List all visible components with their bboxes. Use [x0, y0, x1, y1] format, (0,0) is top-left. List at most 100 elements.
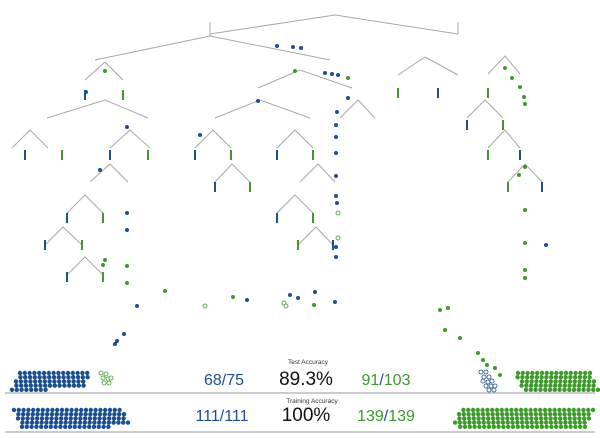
- test-right-misclassified-dot: [488, 383, 494, 389]
- sample-dot: [198, 133, 202, 137]
- test-right-correct-dot: [524, 379, 529, 384]
- test-right-correct-dot: [573, 375, 578, 380]
- test-left-correct-dot: [23, 375, 28, 380]
- test-right-correct-dot: [553, 379, 558, 384]
- training-left-dot: [112, 412, 117, 417]
- training-right-dot: [472, 420, 477, 425]
- training-right-dot: [571, 407, 576, 413]
- test-left-correct-dot: [37, 370, 42, 376]
- training-left-dot: [79, 407, 84, 413]
- test-right-correct-dot: [519, 379, 525, 384]
- training-left-correct: 111: [195, 408, 220, 425]
- tree-branch: [46, 99, 149, 119]
- training-left-fraction: 111/111: [195, 408, 249, 425]
- tree-branch: [11, 129, 49, 149]
- training-left-dot: [20, 420, 25, 425]
- sample-dot: [103, 69, 107, 73]
- training-left-dot: [35, 407, 41, 413]
- sample-dot: [334, 123, 338, 127]
- test-left-misclassified-dot: [103, 371, 109, 377]
- test-right-correct-dot: [548, 379, 553, 384]
- test-left-correct-dot: [33, 387, 39, 392]
- training-right-dot: [529, 420, 534, 425]
- sample-dot: [323, 71, 327, 75]
- sample-dot: [125, 281, 129, 285]
- training-left-dot: [48, 424, 53, 429]
- training-left-dot: [39, 420, 44, 425]
- test-left-correct-dot: [51, 375, 57, 380]
- sample-dot: [446, 306, 450, 310]
- training-left-dot: [58, 420, 63, 425]
- test-right-correct-dot: [515, 370, 521, 376]
- training-right-correct: 139: [357, 408, 384, 425]
- test-right-misclassified-dot: [485, 379, 491, 385]
- sample-dot: [125, 228, 129, 232]
- training-right-dot: [543, 416, 548, 421]
- training-right-dot: [472, 424, 477, 429]
- training-left-dot: [87, 416, 93, 421]
- training-left-dot: [11, 407, 17, 413]
- training-right-dot: [476, 420, 482, 425]
- test-right-correct-dot: [568, 370, 573, 376]
- test-left-correct-dot: [65, 370, 71, 376]
- training-right-dot: [549, 424, 554, 429]
- sample-dot: [115, 339, 119, 343]
- training-left-dot: [59, 416, 64, 421]
- training-left-dot: [34, 424, 39, 429]
- sample-dot: [336, 73, 340, 77]
- test-left-correct-dot: [19, 387, 24, 392]
- training-right-dot: [486, 424, 492, 429]
- training-right-dot: [529, 416, 534, 421]
- training-right-dot: [524, 420, 530, 425]
- training-left-dot: [93, 412, 98, 417]
- training-left-dot: [111, 416, 117, 421]
- training-right-dot: [577, 420, 582, 425]
- training-left-dot: [45, 412, 50, 417]
- sample-dot: [438, 308, 442, 312]
- training-left-dot: [44, 416, 49, 421]
- training-left-dot: [107, 412, 112, 417]
- training-right-dot: [582, 416, 587, 421]
- tree-branch: [339, 99, 376, 119]
- training-right-dot: [568, 424, 573, 429]
- training-left-dot: [121, 420, 126, 425]
- training-right-dot: [558, 424, 564, 429]
- test-left-misclassified-dot: [101, 380, 107, 386]
- training-left-dot: [69, 412, 74, 417]
- test-right-correct-dot: [547, 387, 553, 392]
- test-left-correct-dot: [17, 370, 23, 376]
- test-left-correct-dot: [85, 375, 90, 380]
- test-left-correct-dot: [70, 370, 76, 376]
- training-left-dot: [53, 424, 58, 429]
- sample-dot: [125, 264, 129, 268]
- training-right-dot: [586, 416, 592, 421]
- training-left-dot: [19, 424, 25, 429]
- training-right-dot: [539, 424, 544, 429]
- training-left-total: 111: [224, 408, 249, 425]
- test-left-correct-dot: [66, 375, 71, 380]
- sample-dot: [299, 46, 303, 50]
- sample-dot: [333, 300, 337, 304]
- training-right-dot: [452, 420, 458, 425]
- tree-branch: [194, 129, 232, 149]
- test-left-correct-dot: [81, 379, 86, 384]
- test-left-correct-dot: [80, 375, 86, 380]
- sample-dot: [122, 332, 126, 336]
- sample-dot: [293, 69, 297, 73]
- tree-branch: [257, 69, 353, 89]
- test-right-correct-dot: [581, 387, 586, 392]
- training-right-dot: [466, 416, 472, 421]
- training-right-dot: [525, 424, 530, 429]
- sample-dot: [346, 96, 350, 100]
- test-left-correct-dot: [27, 370, 32, 376]
- training-right-dot: [586, 407, 591, 413]
- test-right-correct-dot: [554, 370, 559, 376]
- training-left-dot: [39, 416, 45, 421]
- test-right-correct-dot: [578, 370, 583, 376]
- training-right-dot: [582, 420, 587, 425]
- tree-branch: [66, 256, 104, 276]
- test-left-correct-dot: [85, 370, 90, 376]
- test-left-correct-dot: [76, 379, 81, 384]
- test-left-correct-dot: [43, 387, 48, 392]
- test-right-correct-dot: [563, 375, 568, 380]
